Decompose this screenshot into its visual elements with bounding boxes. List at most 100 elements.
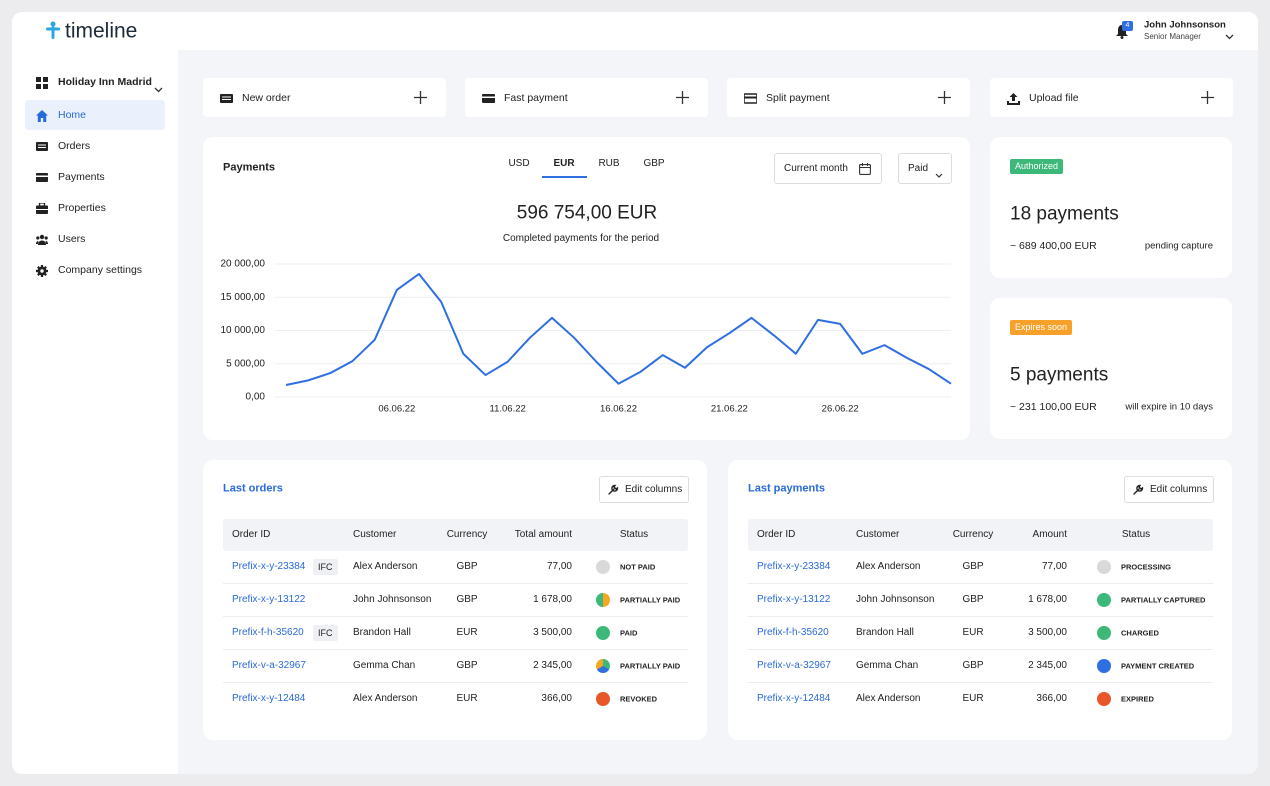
x-tick-label: 06.06.22 <box>378 404 415 415</box>
currency: GBP <box>456 660 478 671</box>
order-id-link[interactable]: Prefix-x-y-12484 <box>757 693 831 704</box>
nav-icon <box>36 233 48 245</box>
action-label: Upload file <box>1029 91 1079 104</box>
action-icon <box>1007 92 1020 105</box>
order-tag: IFC <box>313 559 338 575</box>
action-label: Split payment <box>766 91 830 104</box>
chart-title: Payments <box>223 161 275 174</box>
y-tick-label: 20 000,00 <box>221 259 266 270</box>
property-icon <box>36 76 48 89</box>
edit-columns-label: Edit columns <box>1150 484 1208 495</box>
order-id-link[interactable]: Prefix-x-y-12484 <box>232 693 306 704</box>
summary-count: 18 payments <box>1010 203 1119 225</box>
chart-subtitle: Completed payments for the period <box>502 233 660 244</box>
action-button[interactable]: Fast payment <box>465 78 708 117</box>
column-header: Amount <box>1032 529 1067 540</box>
table-card: Last payments Edit columns Order ID Custome… <box>728 460 1232 740</box>
status-label: PARTIALLY PAID <box>620 595 681 605</box>
action-button[interactable]: New order <box>203 78 446 117</box>
status-icon <box>596 593 610 607</box>
row-divider <box>223 649 688 650</box>
currency: GBP <box>962 561 984 572</box>
summary-note: will expire in 10 days <box>1125 401 1213 413</box>
customer: John Johnsonson <box>353 594 432 605</box>
edit-columns-button[interactable]: Edit columns <box>599 476 689 503</box>
table-card: Last orders Edit columns Order ID Customer C… <box>203 460 707 740</box>
row-divider <box>748 649 1213 650</box>
row-divider <box>223 682 688 683</box>
order-id-link[interactable]: Prefix-x-y-13122 <box>757 594 831 605</box>
currency: EUR <box>962 627 984 638</box>
y-tick-label: 5 000,00 <box>226 358 265 369</box>
status-filter[interactable]: Paid <box>898 153 952 184</box>
status-icon <box>1097 659 1111 673</box>
nav-icon <box>36 264 48 277</box>
currency: EUR <box>962 693 984 704</box>
action-button[interactable]: Upload file <box>990 78 1233 117</box>
edit-columns-label: Edit columns <box>625 484 683 495</box>
x-tick-label: 21.06.22 <box>711 404 748 415</box>
chart-card: Payments USD EUR RUB GBP Current month Paid 596… <box>203 137 970 440</box>
column-header: Customer <box>353 529 397 540</box>
row-divider <box>748 616 1213 617</box>
status-label: PAYMENT CREATED <box>1121 661 1195 671</box>
currency-tab[interactable]: GBP <box>643 158 665 169</box>
order-id-link[interactable]: Prefix-v-a-32967 <box>232 660 306 671</box>
currency: GBP <box>456 561 478 572</box>
table-title: Last orders <box>223 482 283 495</box>
currency: EUR <box>456 693 478 704</box>
wrench-icon <box>607 483 619 495</box>
summary-badge: Authorized <box>1010 159 1064 174</box>
summary-card: Authorized 18 payments ~ 689 400,00 EUR pen… <box>990 137 1232 278</box>
edit-columns-button[interactable]: Edit columns <box>1124 476 1214 503</box>
order-id-link[interactable]: Prefix-x-y-13122 <box>232 594 306 605</box>
notification-badge[interactable]: 4 <box>1122 21 1133 31</box>
order-id-link[interactable]: Prefix-x-y-23384 <box>757 561 831 572</box>
status-label: PARTIALLY CAPTURED <box>1121 595 1206 605</box>
customer: John Johnsonson <box>856 594 935 605</box>
row-divider <box>223 583 688 584</box>
currency-tab[interactable]: EUR <box>553 158 575 169</box>
action-button[interactable]: Split payment <box>727 78 970 117</box>
property-name[interactable]: Holiday Inn Madrid <box>58 75 152 88</box>
y-tick-label: 0,00 <box>246 392 266 403</box>
nav-item[interactable]: Company settings <box>58 263 143 276</box>
amount: 1 678,00 <box>533 594 572 605</box>
sidebar <box>12 50 178 774</box>
nav-item[interactable]: Home <box>58 108 87 121</box>
currency-tab[interactable]: USD <box>508 158 530 169</box>
column-header: Status <box>619 529 649 540</box>
user-name: John Johnsonson <box>1144 19 1226 31</box>
action-icon <box>220 92 233 104</box>
amount: 3 500,00 <box>1028 627 1067 638</box>
customer: Alex Anderson <box>353 561 418 572</box>
customer: Brandon Hall <box>353 627 411 638</box>
nav-icon <box>36 171 48 183</box>
order-id-link[interactable]: Prefix-f-h-35620 <box>757 627 829 638</box>
status-label: Paid <box>908 163 929 174</box>
row-divider <box>748 682 1213 683</box>
nav-item[interactable]: Orders <box>58 139 91 152</box>
amount: 1 678,00 <box>1028 594 1067 605</box>
chart-total: 596 754,00 EUR <box>516 202 658 224</box>
amount: 366,00 <box>541 693 572 704</box>
customer: Gemma Chan <box>856 660 919 671</box>
column-header: Order ID <box>757 529 796 540</box>
period-filter[interactable]: Current month <box>774 153 882 184</box>
column-header: Total amount <box>514 529 572 540</box>
currency-tab[interactable]: RUB <box>598 158 620 169</box>
nav-item[interactable]: Users <box>58 232 86 245</box>
order-id-link[interactable]: Prefix-f-h-35620 <box>232 627 304 638</box>
row-divider <box>748 583 1213 584</box>
currency: GBP <box>962 660 984 671</box>
summary-amount: ~ 231 100,00 EUR <box>1010 400 1097 413</box>
order-id-link[interactable]: Prefix-v-a-32967 <box>757 660 831 671</box>
nav-icon <box>36 109 48 122</box>
nav-item[interactable]: Payments <box>58 170 105 183</box>
table-title: Last payments <box>748 482 826 495</box>
status-chevron <box>935 166 943 178</box>
amount: 2 345,00 <box>1028 660 1067 671</box>
nav-item[interactable]: Properties <box>58 201 106 214</box>
order-id-link[interactable]: Prefix-x-y-23384 <box>232 561 306 572</box>
